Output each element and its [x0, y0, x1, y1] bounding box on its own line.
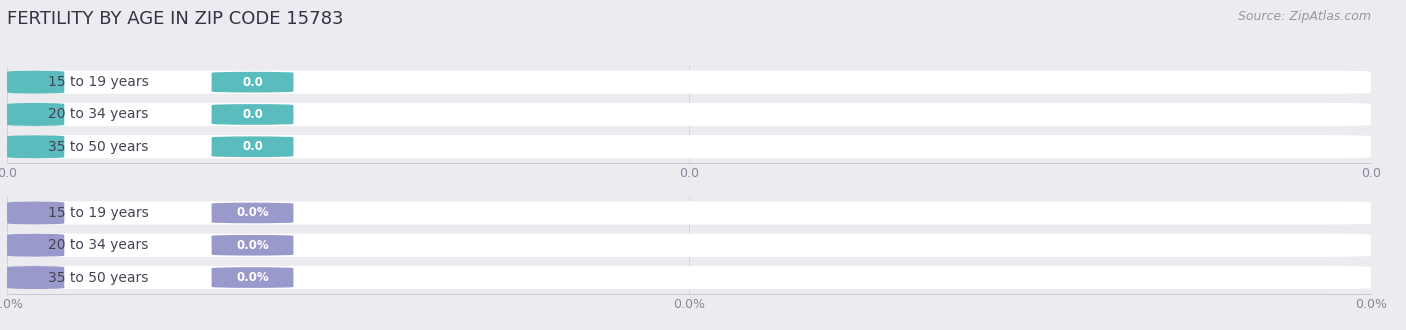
Text: Source: ZipAtlas.com: Source: ZipAtlas.com — [1237, 10, 1371, 23]
Text: FERTILITY BY AGE IN ZIP CODE 15783: FERTILITY BY AGE IN ZIP CODE 15783 — [7, 10, 343, 28]
FancyBboxPatch shape — [7, 135, 1371, 158]
Text: 15 to 19 years: 15 to 19 years — [48, 206, 149, 220]
FancyBboxPatch shape — [7, 201, 1371, 225]
FancyBboxPatch shape — [7, 135, 65, 158]
Text: 15 to 19 years: 15 to 19 years — [48, 75, 149, 89]
FancyBboxPatch shape — [7, 103, 1371, 126]
FancyBboxPatch shape — [7, 234, 1371, 257]
FancyBboxPatch shape — [7, 266, 65, 289]
FancyBboxPatch shape — [7, 201, 65, 225]
FancyBboxPatch shape — [7, 103, 65, 126]
Text: 35 to 50 years: 35 to 50 years — [48, 140, 148, 154]
Text: 0.0: 0.0 — [242, 76, 263, 89]
FancyBboxPatch shape — [211, 203, 294, 223]
Text: 20 to 34 years: 20 to 34 years — [48, 238, 148, 252]
FancyBboxPatch shape — [211, 104, 294, 125]
FancyBboxPatch shape — [211, 72, 294, 92]
FancyBboxPatch shape — [211, 267, 294, 288]
Text: 0.0: 0.0 — [242, 108, 263, 121]
FancyBboxPatch shape — [7, 266, 1371, 289]
Text: 20 to 34 years: 20 to 34 years — [48, 108, 148, 121]
Text: 0.0%: 0.0% — [236, 239, 269, 252]
FancyBboxPatch shape — [211, 235, 294, 256]
FancyBboxPatch shape — [7, 71, 65, 94]
FancyBboxPatch shape — [7, 234, 65, 257]
FancyBboxPatch shape — [7, 71, 1371, 94]
Text: 0.0: 0.0 — [242, 140, 263, 153]
Text: 0.0%: 0.0% — [236, 271, 269, 284]
Text: 35 to 50 years: 35 to 50 years — [48, 271, 148, 284]
Text: 0.0%: 0.0% — [236, 207, 269, 219]
FancyBboxPatch shape — [211, 136, 294, 157]
